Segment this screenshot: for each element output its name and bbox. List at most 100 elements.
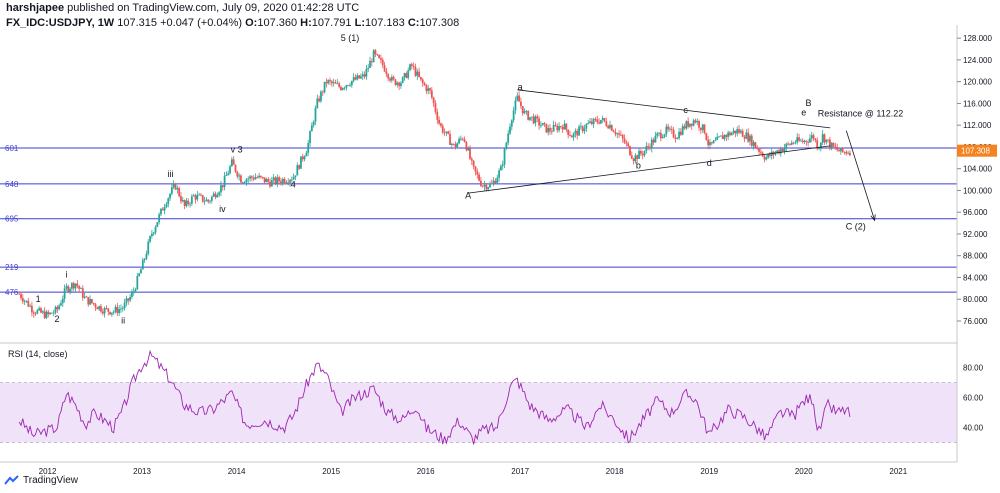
candle-body bbox=[245, 179, 248, 183]
wave-label: C (2) bbox=[846, 222, 866, 232]
time-tick-label: 2021 bbox=[889, 467, 907, 476]
candle-body bbox=[38, 308, 41, 311]
candle-body bbox=[309, 131, 311, 144]
candle-body bbox=[92, 303, 95, 305]
candle-body bbox=[87, 296, 90, 305]
time-tick-label: 2016 bbox=[417, 467, 435, 476]
candle-body bbox=[530, 116, 533, 118]
candle-body bbox=[767, 153, 770, 158]
candle-body bbox=[559, 126, 562, 128]
candle-body bbox=[538, 118, 540, 126]
candle-body bbox=[421, 79, 424, 84]
wave-label: A bbox=[465, 191, 471, 201]
candle-body bbox=[47, 311, 50, 315]
candle-body bbox=[816, 140, 819, 149]
rsi-tick-label: 40.00 bbox=[963, 424, 984, 433]
candle-body bbox=[52, 312, 55, 314]
candle-body bbox=[194, 195, 197, 200]
candle-body bbox=[510, 120, 513, 127]
candle-body bbox=[94, 304, 97, 308]
candle-body bbox=[118, 308, 121, 314]
candle-body bbox=[214, 193, 217, 198]
candle-body bbox=[474, 166, 477, 172]
candle-body bbox=[234, 164, 237, 172]
candle-body bbox=[85, 296, 88, 298]
candle-body bbox=[229, 166, 231, 174]
candle-body bbox=[227, 173, 230, 176]
candle-body bbox=[732, 130, 735, 133]
candle-body bbox=[583, 128, 586, 132]
candle-body bbox=[83, 296, 86, 298]
candle-body bbox=[103, 308, 106, 314]
candle-body bbox=[45, 311, 48, 319]
price-tick-label: 100.000 bbox=[963, 186, 992, 195]
candle-body bbox=[69, 288, 71, 292]
candle-body bbox=[147, 241, 150, 254]
candle-body bbox=[247, 178, 250, 180]
candle-body bbox=[96, 307, 99, 310]
candle-body bbox=[138, 273, 141, 276]
candle-body bbox=[241, 182, 244, 184]
candle-body bbox=[739, 130, 742, 133]
candle-body bbox=[534, 116, 537, 124]
wave-label: 1 bbox=[36, 294, 41, 304]
candle-body bbox=[140, 269, 142, 274]
price-tick-label: 96.000 bbox=[963, 208, 988, 217]
candle-body bbox=[129, 296, 131, 301]
price-tick-label: 84.000 bbox=[963, 273, 988, 282]
candle-body bbox=[200, 194, 202, 196]
candle-body bbox=[136, 275, 139, 290]
candle-body bbox=[727, 132, 730, 137]
candle-body bbox=[440, 123, 442, 126]
candle-body bbox=[330, 81, 333, 84]
candle-body bbox=[216, 195, 219, 198]
candle-body bbox=[585, 124, 588, 129]
candle-body bbox=[207, 199, 210, 202]
candle-body bbox=[110, 312, 113, 315]
candle-body bbox=[218, 192, 221, 196]
candle-body bbox=[254, 177, 257, 180]
candle-body bbox=[543, 123, 546, 124]
high-value: 107.791 bbox=[311, 17, 352, 29]
candle-body bbox=[779, 149, 782, 154]
candle-body bbox=[387, 74, 390, 79]
candle-body bbox=[687, 121, 690, 127]
candle-body bbox=[674, 137, 677, 140]
candle-body bbox=[539, 125, 542, 127]
candle-body bbox=[390, 76, 393, 81]
wave-label: Resistance @ 112.22 bbox=[818, 108, 904, 118]
candle-body bbox=[458, 138, 460, 144]
candle-body bbox=[192, 195, 195, 197]
candle-body bbox=[172, 183, 175, 188]
candle-body bbox=[758, 148, 760, 152]
candle-body bbox=[343, 87, 346, 89]
candle-body bbox=[599, 120, 602, 124]
level-label: 695 bbox=[5, 215, 19, 224]
candle-body bbox=[503, 148, 506, 165]
candle-body bbox=[461, 138, 464, 140]
wave-label: d bbox=[707, 158, 712, 168]
candle-body bbox=[581, 126, 584, 132]
candle-body bbox=[629, 146, 631, 156]
candle-body bbox=[176, 188, 179, 190]
candle-body bbox=[812, 135, 815, 139]
brand-name[interactable]: TradingView bbox=[23, 474, 79, 486]
author-name[interactable]: harshjapee bbox=[6, 2, 65, 14]
candle-body bbox=[632, 158, 635, 162]
candle-body bbox=[263, 177, 266, 183]
candle-body bbox=[769, 153, 771, 157]
candle-body bbox=[676, 138, 679, 140]
candle-body bbox=[274, 177, 277, 184]
candle-body bbox=[429, 88, 431, 91]
candle-body bbox=[270, 180, 273, 187]
candle-body bbox=[705, 133, 708, 140]
candle-body bbox=[547, 127, 550, 133]
candle-body bbox=[401, 77, 404, 83]
candle-body bbox=[267, 179, 270, 182]
candle-body bbox=[823, 134, 826, 143]
time-tick-label: 2017 bbox=[511, 467, 529, 476]
candle-body bbox=[683, 126, 686, 129]
candle-body bbox=[301, 156, 304, 160]
candle-body bbox=[352, 77, 355, 81]
candle-body bbox=[667, 126, 670, 130]
